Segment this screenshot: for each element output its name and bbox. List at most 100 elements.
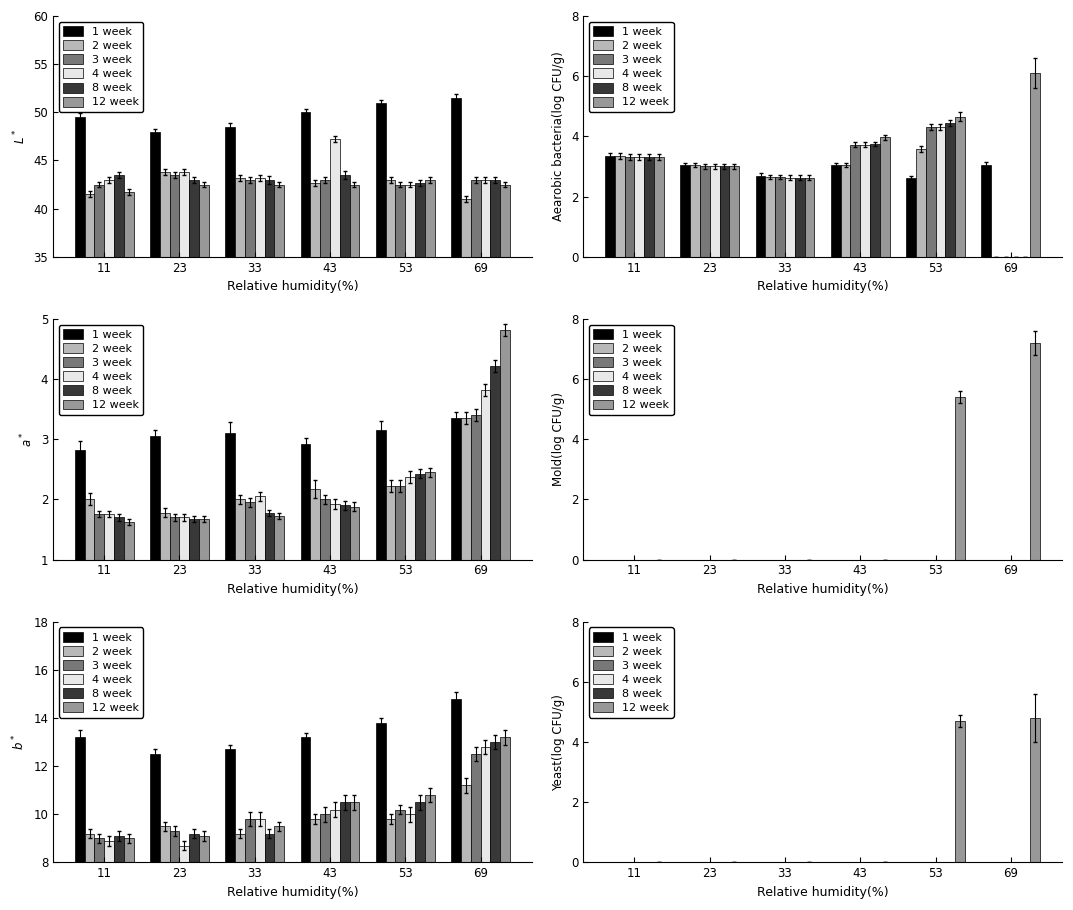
Bar <box>955 116 965 257</box>
X-axis label: Relative humidity(%): Relative humidity(%) <box>226 280 358 293</box>
Bar <box>275 516 284 620</box>
Bar <box>265 834 275 910</box>
Y-axis label: Aearobic bacteria(log CFU/g): Aearobic bacteria(log CFU/g) <box>553 52 565 221</box>
Bar <box>170 518 179 620</box>
Bar <box>605 156 615 257</box>
Bar <box>75 117 85 593</box>
Bar <box>634 157 644 257</box>
Bar <box>406 185 415 593</box>
Bar <box>340 803 350 910</box>
Bar <box>320 500 330 620</box>
Bar <box>425 472 435 620</box>
Bar <box>320 814 330 910</box>
Bar <box>880 137 890 257</box>
Bar <box>982 165 991 257</box>
Bar <box>189 519 200 620</box>
Bar <box>396 486 406 620</box>
Bar <box>104 514 114 620</box>
Y-axis label: $a^*$: $a^*$ <box>18 431 35 447</box>
Bar <box>690 165 700 257</box>
Bar <box>245 180 254 593</box>
Bar <box>123 838 133 910</box>
Bar <box>841 165 851 257</box>
Bar <box>907 178 916 257</box>
Legend: 1 week, 2 week, 3 week, 4 week, 8 week, 12 week: 1 week, 2 week, 3 week, 4 week, 8 week, … <box>589 627 674 718</box>
Bar <box>709 167 720 257</box>
Bar <box>945 123 955 257</box>
Bar <box>831 165 841 257</box>
Bar <box>481 747 490 910</box>
Bar <box>376 430 385 620</box>
Bar <box>150 436 160 620</box>
Bar <box>254 177 265 593</box>
Bar <box>500 329 510 620</box>
Bar <box>481 390 490 620</box>
Legend: 1 week, 2 week, 3 week, 4 week, 8 week, 12 week: 1 week, 2 week, 3 week, 4 week, 8 week, … <box>59 627 144 718</box>
Bar <box>775 177 785 257</box>
Bar <box>481 180 490 593</box>
Bar <box>310 489 320 620</box>
Bar <box>471 180 481 593</box>
Bar <box>170 831 179 910</box>
Bar <box>955 721 965 863</box>
Bar <box>160 826 170 910</box>
Bar <box>300 444 310 620</box>
Bar <box>160 512 170 620</box>
X-axis label: Relative humidity(%): Relative humidity(%) <box>226 583 358 596</box>
Bar <box>1030 74 1040 257</box>
Bar <box>700 167 709 257</box>
Bar <box>275 185 284 593</box>
Legend: 1 week, 2 week, 3 week, 4 week, 8 week, 12 week: 1 week, 2 week, 3 week, 4 week, 8 week, … <box>589 22 674 112</box>
Bar <box>75 737 85 910</box>
Bar <box>225 126 235 593</box>
Bar <box>330 810 340 910</box>
Bar <box>300 737 310 910</box>
Bar <box>471 754 481 910</box>
Bar <box>104 841 114 910</box>
Legend: 1 week, 2 week, 3 week, 4 week, 8 week, 12 week: 1 week, 2 week, 3 week, 4 week, 8 week, … <box>59 325 144 415</box>
Bar <box>123 521 133 620</box>
Bar <box>189 180 200 593</box>
Bar <box>114 836 123 910</box>
Bar <box>235 177 245 593</box>
Bar <box>114 518 123 620</box>
Bar <box>1030 718 1040 863</box>
Bar <box>425 795 435 910</box>
Bar <box>805 177 814 257</box>
Bar <box>350 507 359 620</box>
X-axis label: Relative humidity(%): Relative humidity(%) <box>756 886 888 899</box>
Y-axis label: Yeast(log CFU/g): Yeast(log CFU/g) <box>553 693 565 791</box>
Bar <box>189 834 200 910</box>
Bar <box>340 505 350 620</box>
Bar <box>179 172 189 593</box>
Bar <box>720 167 730 257</box>
Bar <box>350 185 359 593</box>
Y-axis label: $b^*$: $b^*$ <box>11 734 28 750</box>
Bar <box>916 149 926 257</box>
Bar <box>500 185 510 593</box>
Legend: 1 week, 2 week, 3 week, 4 week, 8 week, 12 week: 1 week, 2 week, 3 week, 4 week, 8 week, … <box>589 325 674 415</box>
Bar <box>926 127 936 257</box>
Bar <box>200 836 209 910</box>
Bar <box>451 98 461 593</box>
Bar <box>235 834 245 910</box>
Bar <box>461 419 471 620</box>
Bar <box>461 199 471 593</box>
Bar <box>104 180 114 593</box>
Bar <box>94 514 104 620</box>
Bar <box>170 175 179 593</box>
Bar <box>300 112 310 593</box>
Bar <box>955 397 965 560</box>
Bar <box>340 175 350 593</box>
Bar <box>870 144 880 257</box>
Bar <box>680 165 690 257</box>
Bar <box>396 810 406 910</box>
Bar <box>755 176 765 257</box>
Bar <box>765 177 775 257</box>
Y-axis label: Mold(log CFU/g): Mold(log CFU/g) <box>553 392 565 486</box>
Bar <box>245 502 254 620</box>
Bar <box>795 177 805 257</box>
Bar <box>235 500 245 620</box>
Bar <box>730 167 739 257</box>
Bar <box>160 172 170 593</box>
